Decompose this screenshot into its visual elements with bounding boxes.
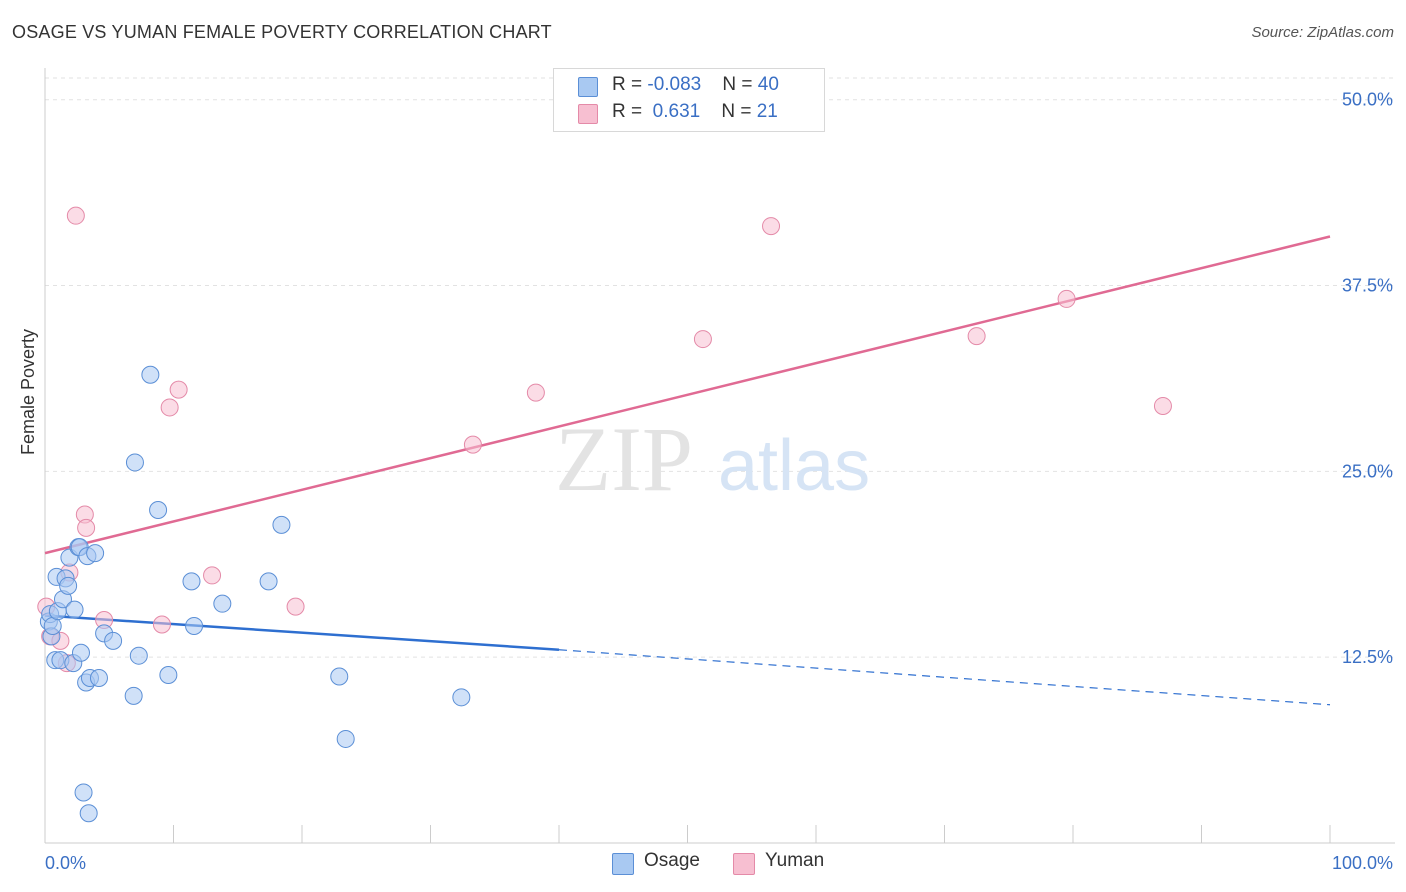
- osage-point: [259, 572, 278, 591]
- osage-point: [452, 688, 471, 707]
- watermark-zip: ZIP: [555, 408, 693, 510]
- yuman-point: [526, 383, 545, 402]
- bottom-osage-swatch: [612, 853, 634, 875]
- yuman-point: [967, 327, 986, 346]
- bottom-osage-label: Osage: [644, 850, 700, 871]
- axes: [44, 68, 1395, 844]
- correlation-legend: R = -0.083 N = 40 R = 0.631 N = 21: [553, 68, 825, 132]
- yuman-r-value: 0.631: [647, 101, 701, 122]
- yuman-point: [152, 615, 171, 634]
- yuman-trend-line: [44, 235, 1331, 555]
- y-tick-label: 50.0%: [1342, 90, 1393, 110]
- watermark-atlas: atlas: [718, 426, 870, 506]
- osage-swatch: [578, 77, 598, 97]
- osage-point: [336, 729, 355, 748]
- x-tick-label: 100.0%: [1332, 853, 1393, 873]
- yuman-point: [203, 566, 222, 585]
- osage-point: [59, 576, 78, 595]
- yuman-point: [169, 380, 188, 399]
- osage-point: [149, 501, 168, 520]
- osage-point: [272, 515, 291, 534]
- y-tick-label: 25.0%: [1342, 461, 1393, 481]
- osage-stats: R = -0.083 N = 40: [612, 74, 779, 96]
- osage-point: [74, 783, 93, 802]
- osage-point: [86, 544, 105, 563]
- osage-n-label: N =: [722, 74, 758, 95]
- osage-point: [159, 666, 178, 685]
- chart-title: OSAGE VS YUMAN FEMALE POVERTY CORRELATIO…: [12, 22, 552, 42]
- yuman-point: [463, 435, 482, 454]
- osage-trend-extension: [558, 649, 1331, 706]
- osage-point: [213, 594, 232, 613]
- yuman-point: [1057, 289, 1076, 308]
- osage-point: [182, 572, 201, 591]
- osage-point: [330, 667, 349, 686]
- source-label: Source: ZipAtlas.com: [1251, 24, 1394, 41]
- yuman-point: [693, 330, 712, 349]
- yuman-n-value: 21: [756, 101, 778, 122]
- yuman-point: [762, 217, 781, 236]
- osage-point: [65, 600, 84, 619]
- y-tick-labels: 12.5% 25.0% 37.5% 50.0%: [1342, 90, 1393, 667]
- y-axis-label: Female Poverty: [18, 328, 38, 455]
- yuman-point: [286, 597, 305, 616]
- yuman-n-label: N =: [721, 101, 757, 122]
- osage-point: [79, 804, 98, 823]
- yuman-swatch: [578, 104, 598, 124]
- osage-point: [129, 646, 148, 665]
- x-tick-label: 0.0%: [45, 853, 86, 873]
- yuman-stats: R = 0.631 N = 21: [612, 101, 778, 123]
- osage-r-value: -0.083: [647, 74, 702, 95]
- yuman-point: [1153, 396, 1172, 415]
- osage-point: [71, 643, 90, 662]
- osage-point: [125, 453, 144, 472]
- osage-n-value: 40: [757, 74, 779, 95]
- osage-point: [124, 686, 143, 705]
- yuman-point: [66, 206, 85, 225]
- x-tick-labels: 0.0% 100.0%: [45, 853, 1393, 873]
- y-tick-label: 37.5%: [1342, 276, 1393, 296]
- yuman-point: [160, 398, 179, 417]
- yuman-point: [77, 518, 96, 537]
- osage-point: [141, 365, 160, 384]
- osage-point: [104, 631, 123, 650]
- osage-point: [185, 616, 204, 635]
- yuman-r-label: R =: [612, 101, 648, 122]
- data-points: [37, 206, 1172, 823]
- trend-lines: [44, 235, 1331, 706]
- bottom-yuman-label: Yuman: [765, 850, 825, 871]
- gridlines: [45, 77, 1395, 658]
- osage-trend-line: [44, 614, 560, 651]
- osage-point: [89, 668, 108, 687]
- bottom-yuman-swatch: [733, 853, 755, 875]
- osage-r-label: R =: [612, 74, 648, 95]
- y-tick-label: 12.5%: [1342, 647, 1393, 667]
